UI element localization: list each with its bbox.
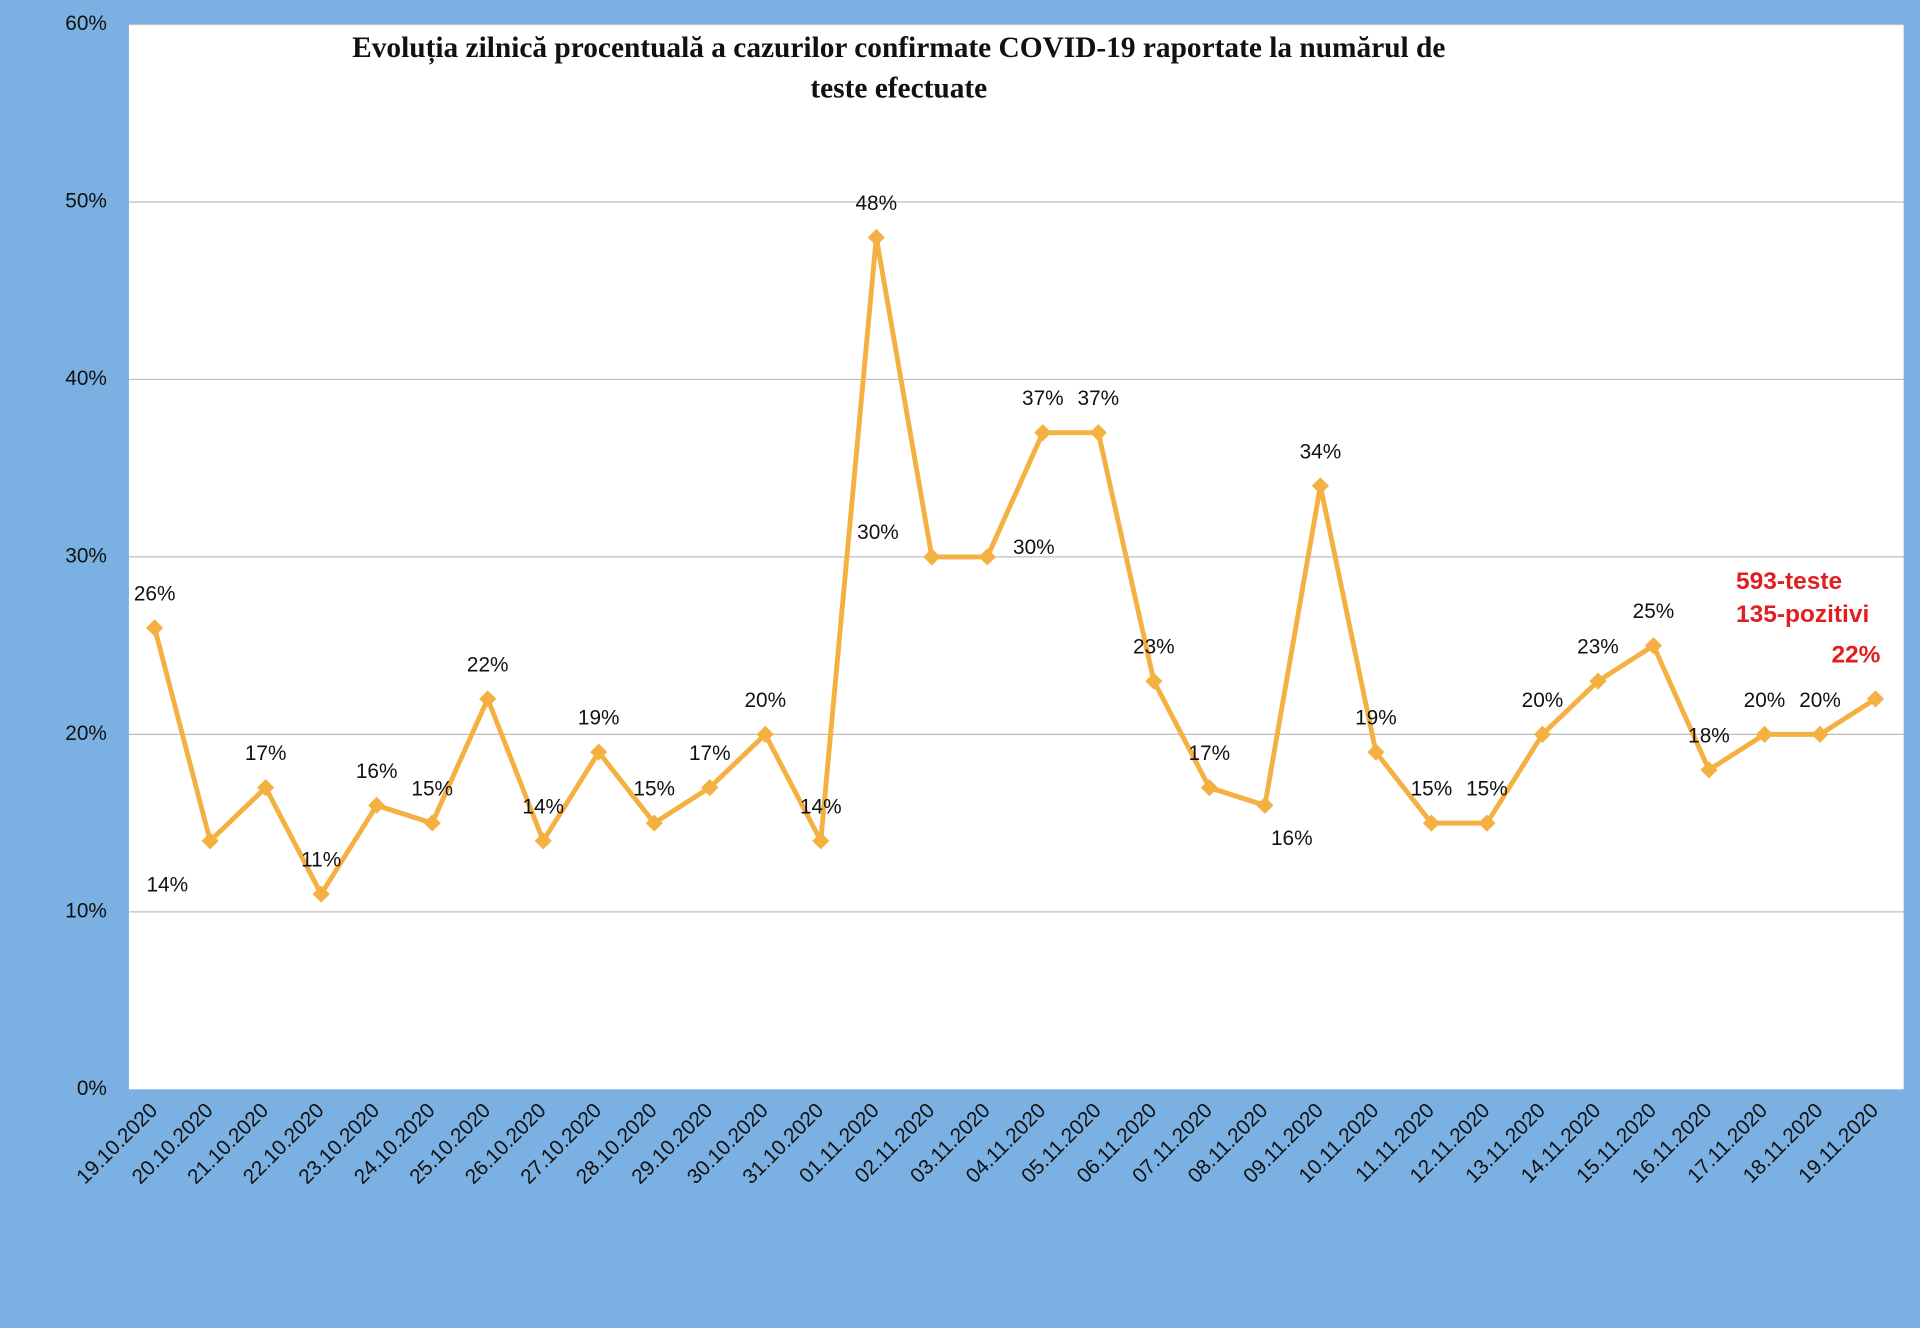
data-label: 23% [1577, 636, 1619, 659]
marker [368, 796, 386, 814]
data-label: 15% [411, 778, 453, 801]
data-label: 25% [1633, 600, 1675, 623]
data-label: 15% [633, 778, 675, 801]
marker [1089, 424, 1107, 442]
data-label: 26% [134, 582, 176, 605]
data-label: 17% [689, 742, 731, 765]
line [152, 235, 1877, 897]
marker [479, 690, 497, 708]
data-label: 15% [1466, 778, 1508, 801]
marker [534, 832, 552, 850]
data-label: 34% [1300, 440, 1342, 463]
data-label: 20% [1522, 689, 1564, 712]
y-tick-label: 60% [65, 12, 107, 35]
data-label: 20% [1799, 689, 1841, 712]
marker [978, 548, 996, 566]
data-label: 15% [1411, 778, 1453, 801]
marker [756, 725, 774, 743]
data-label: 16% [356, 760, 398, 783]
y-tick-label: 30% [65, 544, 107, 567]
marker [867, 228, 885, 247]
data-label: 23% [1133, 636, 1175, 659]
data-label: 14% [146, 874, 188, 897]
y-tick-label: 50% [65, 189, 107, 212]
chart-title: teste efectuate [810, 72, 987, 104]
data-label: 20% [744, 689, 786, 712]
data-label: 11% [301, 849, 341, 872]
data-label: 22% [467, 653, 509, 676]
data-label: 16% [1271, 827, 1313, 850]
marker [423, 814, 441, 832]
chart-title: Evoluția zilnică procentuală a cazurilor… [352, 32, 1445, 65]
data-label: 19% [578, 707, 620, 730]
data-label: 22% [1831, 642, 1880, 669]
data-label: 17% [245, 742, 287, 765]
data-label: 19% [1355, 707, 1397, 730]
data-label: 20% [1744, 689, 1786, 712]
marker [1478, 814, 1496, 832]
marker [1367, 743, 1385, 761]
data-label: 14% [522, 795, 564, 818]
marker [201, 832, 219, 850]
data-label: 14% [800, 795, 842, 818]
annotation: 135-pozitivi [1736, 601, 1869, 628]
marker [590, 743, 608, 761]
marker [1145, 672, 1163, 690]
data-label: 18% [1688, 724, 1730, 747]
marker [146, 619, 164, 637]
marker [1866, 690, 1885, 708]
marker [1700, 761, 1718, 779]
data-label: 30% [857, 521, 899, 544]
marker [812, 832, 830, 850]
data-label: 37% [1078, 387, 1120, 410]
marker [1200, 779, 1218, 797]
annotation: 593-teste [1736, 568, 1842, 595]
marker [312, 885, 330, 903]
data-label: 48% [855, 192, 897, 215]
marker [645, 814, 663, 832]
marker [923, 548, 941, 566]
y-tick-label: 10% [65, 899, 107, 922]
data-label: 30% [1013, 536, 1055, 559]
data-label: 17% [1189, 742, 1231, 765]
marker [1422, 814, 1440, 832]
marker [701, 779, 719, 797]
data-label: 37% [1022, 387, 1064, 410]
y-tick-label: 20% [65, 722, 107, 745]
y-tick-label: 0% [77, 1077, 107, 1100]
marker [1034, 424, 1052, 442]
y-tick-label: 40% [65, 367, 107, 390]
marker [257, 779, 275, 797]
marker [1644, 637, 1663, 655]
